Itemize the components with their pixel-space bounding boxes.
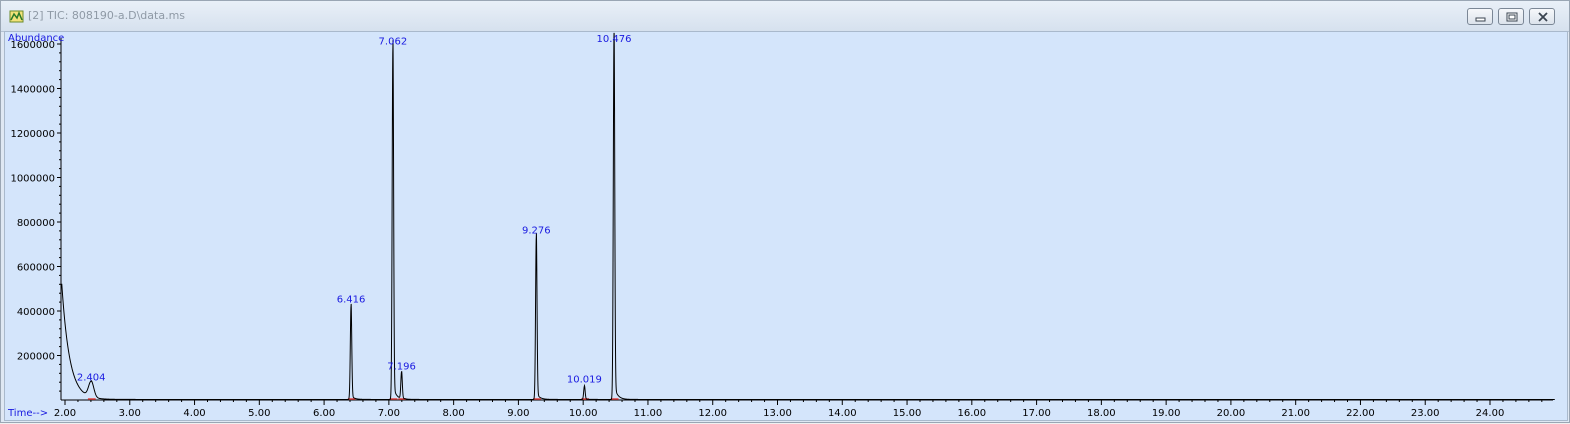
x-tick-label: 11.00: [634, 408, 663, 419]
x-tick-label: 23.00: [1411, 408, 1440, 419]
x-tick-label: 24.00: [1476, 408, 1505, 419]
plot-area[interactable]: 200000 400000 600000 800000 1000000 1200000 14…: [4, 31, 1568, 421]
x-tick-label: 3.00: [119, 408, 141, 419]
peak-label: 10.019: [567, 375, 602, 386]
y-tick-label: 1600000: [10, 40, 55, 51]
y-tick-label: 1200000: [10, 129, 55, 140]
y-tick-label: 800000: [17, 218, 55, 229]
x-tick-label: 17.00: [1022, 408, 1051, 419]
restore-icon: [1506, 12, 1518, 22]
x-tick-label: 5.00: [248, 408, 270, 419]
x-tick-label: 20.00: [1217, 408, 1246, 419]
peak-labels: 2.404 6.416 7.062 7.196 9.276 10.019 10.476: [77, 34, 632, 386]
x-tick-label: 21.00: [1281, 408, 1310, 419]
peak-label: 6.416: [337, 295, 366, 306]
x-tick-label: 10.00: [569, 408, 598, 419]
x-tick-label: 9.00: [507, 408, 529, 419]
y-tick-label: 1400000: [10, 85, 55, 96]
y-tick-label: 200000: [17, 352, 55, 363]
x-tick-label: 7.00: [378, 408, 400, 419]
x-tick-label: 12.00: [698, 408, 727, 419]
y-axis-label: Abundance: [8, 33, 64, 44]
peak-label: 7.196: [387, 361, 416, 372]
y-axis: 200000 400000 600000 800000 1000000 1200000 14…: [10, 38, 62, 400]
chromatogram-app-icon: [9, 10, 24, 23]
y-tick-label: 600000: [17, 263, 55, 274]
x-tick-label: 16.00: [957, 408, 986, 419]
tic-trace: [61, 32, 1555, 400]
window-title: [2] TIC: 808190-a.D\data.ms: [28, 9, 186, 22]
title-bar[interactable]: [2] TIC: 808190-a.D\data.ms: [1, 1, 1569, 32]
x-tick-label: 18.00: [1087, 408, 1116, 419]
peak-label: 2.404: [77, 372, 106, 383]
y-tick-label: 1000000: [10, 174, 55, 185]
x-tick-label: 19.00: [1152, 408, 1181, 419]
x-tick-label: 6.00: [313, 408, 335, 419]
x-tick-label: 4.00: [183, 408, 205, 419]
minimize-icon: [1475, 17, 1486, 22]
peak-label: 9.276: [522, 226, 551, 237]
x-axis: 2.00 3.00 4.00 5.00 6.00 7.00 8.00 9.00 10.00 11.…: [54, 399, 1553, 419]
restore-button[interactable]: [1498, 8, 1524, 25]
close-icon: [1538, 12, 1548, 22]
chromatogram-chart[interactable]: 200000 400000 600000 800000 1000000 1200000 14…: [5, 32, 1567, 420]
x-tick-label: 14.00: [828, 408, 857, 419]
x-tick-label: 22.00: [1346, 408, 1375, 419]
y-tick-label: 400000: [17, 307, 55, 318]
close-button[interactable]: [1529, 8, 1555, 25]
x-tick-label: 8.00: [443, 408, 465, 419]
peak-label: 7.062: [379, 36, 408, 47]
peak-label: 10.476: [597, 34, 632, 45]
x-tick-label: 13.00: [763, 408, 792, 419]
x-tick-label: 2.00: [54, 408, 76, 419]
x-tick-label: 15.00: [893, 408, 922, 419]
minimize-button[interactable]: [1467, 8, 1493, 25]
x-axis-label: Time-->: [7, 408, 48, 419]
